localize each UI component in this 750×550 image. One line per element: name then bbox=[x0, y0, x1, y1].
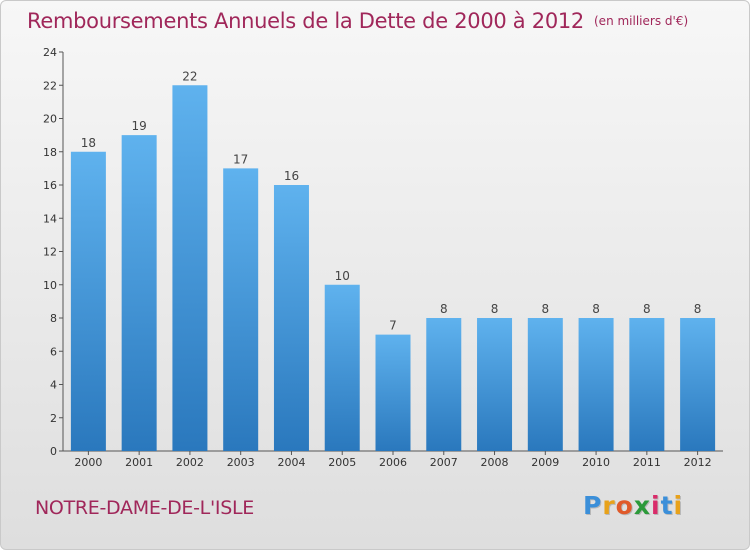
y-tick-label: 2 bbox=[50, 412, 57, 425]
bar bbox=[121, 135, 157, 451]
y-tick-label: 18 bbox=[43, 146, 57, 159]
x-tick-label: 2004 bbox=[277, 456, 305, 469]
y-tick-label: 24 bbox=[43, 46, 57, 59]
bar bbox=[578, 318, 614, 451]
x-tick-label: 2012 bbox=[684, 456, 712, 469]
place-name: NOTRE-DAME-DE-L'ISLE bbox=[35, 497, 254, 519]
bar bbox=[375, 334, 411, 451]
x-tick-label: 2007 bbox=[430, 456, 458, 469]
y-tick-label: 16 bbox=[43, 179, 57, 192]
bar bbox=[527, 318, 563, 451]
bar bbox=[629, 318, 665, 451]
bar bbox=[223, 168, 259, 451]
y-tick-label: 22 bbox=[43, 79, 57, 92]
bar bbox=[324, 284, 360, 451]
bar-value-label: 8 bbox=[440, 302, 448, 316]
bar bbox=[426, 318, 462, 451]
bar bbox=[477, 318, 513, 451]
x-tick-label: 2010 bbox=[582, 456, 610, 469]
logo-letter: P bbox=[583, 491, 603, 520]
x-tick-label: 2001 bbox=[125, 456, 153, 469]
y-tick-label: 4 bbox=[50, 379, 57, 392]
y-tick-label: 14 bbox=[43, 212, 57, 225]
x-tick-label: 2002 bbox=[176, 456, 204, 469]
bar-value-label: 8 bbox=[491, 302, 499, 316]
chart-title: Remboursements Annuels de la Dette de 20… bbox=[27, 9, 688, 33]
bars: 18 19 22 17 16 10 7 8 8 8 8 8 8 bbox=[70, 69, 716, 451]
x-tick-label: 2011 bbox=[633, 456, 661, 469]
y-tick-label: 6 bbox=[50, 345, 57, 358]
bar-value-label: 22 bbox=[182, 69, 197, 83]
logo-letter: i bbox=[673, 491, 684, 520]
bar-value-label: 8 bbox=[592, 302, 600, 316]
logo-letter: i bbox=[651, 491, 661, 520]
chart-title-text: Remboursements Annuels de la Dette de 20… bbox=[27, 9, 584, 33]
bar-value-label: 8 bbox=[541, 302, 549, 316]
bar-value-label: 8 bbox=[643, 302, 651, 316]
bar-value-label: 8 bbox=[694, 302, 702, 316]
logo-letter: x bbox=[633, 491, 651, 520]
bar bbox=[70, 151, 106, 451]
y-tick-label: 8 bbox=[50, 312, 57, 325]
proxiti-logo[interactable]: Proxiti bbox=[583, 491, 683, 520]
x-tick-label: 2000 bbox=[74, 456, 102, 469]
logo-letter: o bbox=[615, 491, 634, 520]
x-tick-label: 2006 bbox=[379, 456, 407, 469]
bar-value-label: 19 bbox=[132, 119, 147, 133]
bar-value-label: 16 bbox=[284, 169, 299, 183]
bar bbox=[172, 85, 208, 451]
bar bbox=[273, 185, 309, 451]
y-tick-label: 12 bbox=[43, 246, 57, 259]
chart-unit: (en milliers d'€) bbox=[594, 14, 689, 28]
x-tick-label: 2003 bbox=[227, 456, 255, 469]
x-tick-label: 2008 bbox=[481, 456, 509, 469]
bar-value-label: 7 bbox=[389, 319, 397, 333]
bar-value-label: 18 bbox=[81, 136, 96, 150]
x-tick-label: 2009 bbox=[531, 456, 559, 469]
bar bbox=[680, 318, 716, 451]
logo-letter: t bbox=[660, 491, 674, 520]
y-tick-label: 20 bbox=[43, 113, 57, 126]
y-tick-label: 0 bbox=[50, 445, 57, 458]
x-tick-label: 2005 bbox=[328, 456, 356, 469]
bar-value-label: 17 bbox=[233, 152, 248, 166]
y-tick-label: 10 bbox=[43, 279, 57, 292]
bar-value-label: 10 bbox=[335, 269, 350, 283]
logo-letter: r bbox=[602, 491, 616, 520]
